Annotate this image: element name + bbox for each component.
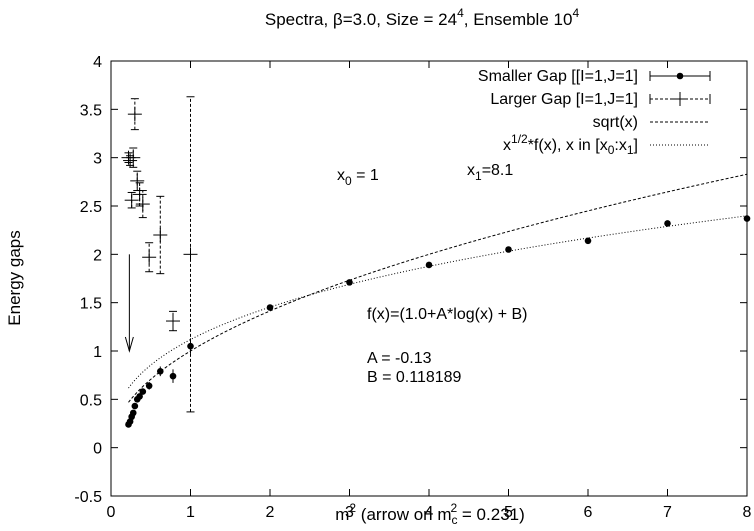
x-tick-label: 4	[425, 504, 434, 521]
smaller-gap-point	[664, 220, 671, 227]
curve-sqrt	[128, 173, 748, 403]
fit-curves	[128, 173, 748, 403]
arrow-head	[124, 336, 134, 353]
y-tick-label: 3.5	[80, 102, 102, 119]
critical-mass-arrow	[124, 254, 134, 353]
legend-label-smaller: Smaller Gap [[I=1,J=1]	[478, 68, 638, 85]
x-tick-label: 7	[663, 504, 672, 521]
smaller-gap-point	[346, 279, 353, 286]
axis-ticks: 0 1 2 3 4 5 6 7 8 -0.5 0 0.5 1 1.5 2 2.5 3 3.5 4	[74, 54, 751, 521]
smaller-gap-point	[266, 304, 274, 311]
x-tick-label: 6	[584, 504, 593, 521]
y-tick-label: 3	[93, 151, 102, 168]
y-tick-label: 2.5	[80, 199, 102, 216]
legend: Smaller Gap [[I=1,J=1] Larger Gap [I=1,J…	[478, 68, 711, 157]
smaller-gap-point	[505, 246, 512, 253]
x-tick-label: 2	[266, 504, 275, 521]
chart-title: Spectra, β=3.0, Size = 244, Ensemble 104	[265, 6, 580, 29]
y-tick-label: 1	[93, 344, 102, 361]
smaller-gap-point	[584, 237, 592, 245]
data-series	[121, 96, 751, 428]
smaller-gap-point	[139, 388, 147, 395]
annotation-B: B = 0.118189	[367, 369, 462, 386]
plot-frame	[110, 60, 748, 497]
y-tick-label: 1.5	[80, 296, 102, 313]
smaller-gap-point	[129, 409, 137, 417]
curve-fit	[128, 215, 748, 389]
smaller-gap-point	[156, 368, 164, 375]
x-axis-label: m2 (arrow on mc2 = 0.231)	[335, 501, 525, 527]
annotation-formula: f(x)=(1.0+A*log(x) + B)	[367, 306, 528, 323]
smaller-gap-point	[425, 261, 433, 269]
annotation-x0: x0 = 1	[337, 167, 379, 188]
y-tick-label: 0.5	[80, 392, 102, 409]
legend-smaller-marker	[676, 72, 684, 80]
x-tick-label: 1	[186, 504, 195, 521]
smaller-gap-point	[131, 402, 139, 410]
x-tick-label: 5	[504, 504, 513, 521]
smaller-gap-point	[136, 393, 143, 400]
y-tick-label: 4	[93, 54, 102, 71]
plot-border	[110, 60, 748, 497]
y-axis-label: Energy gaps	[5, 230, 24, 325]
legend-label-sqrt: sqrt(x)	[593, 114, 638, 131]
x-tick-label: 8	[743, 504, 752, 521]
x-tick-label: 3	[345, 504, 354, 521]
y-tick-label: 0	[93, 441, 102, 458]
annotation-A: A = -0.13	[367, 350, 432, 367]
legend-sample-smaller	[649, 71, 711, 81]
smaller-gap-point	[743, 215, 751, 222]
legend-sample-larger	[649, 92, 711, 106]
legend-label-fit: x1/2*f(x), x in [x0:x1]	[503, 132, 638, 157]
y-tick-label: 2	[93, 247, 102, 264]
annotation-x1: x1=8.1	[467, 162, 513, 183]
smaller-gap-point	[145, 382, 153, 390]
x-tick-label: 0	[107, 504, 116, 521]
legend-label-larger: Larger Gap [I=1,J=1]	[490, 91, 638, 108]
smaller-gap-point	[169, 372, 177, 380]
y-tick-label: -0.5	[74, 489, 102, 506]
